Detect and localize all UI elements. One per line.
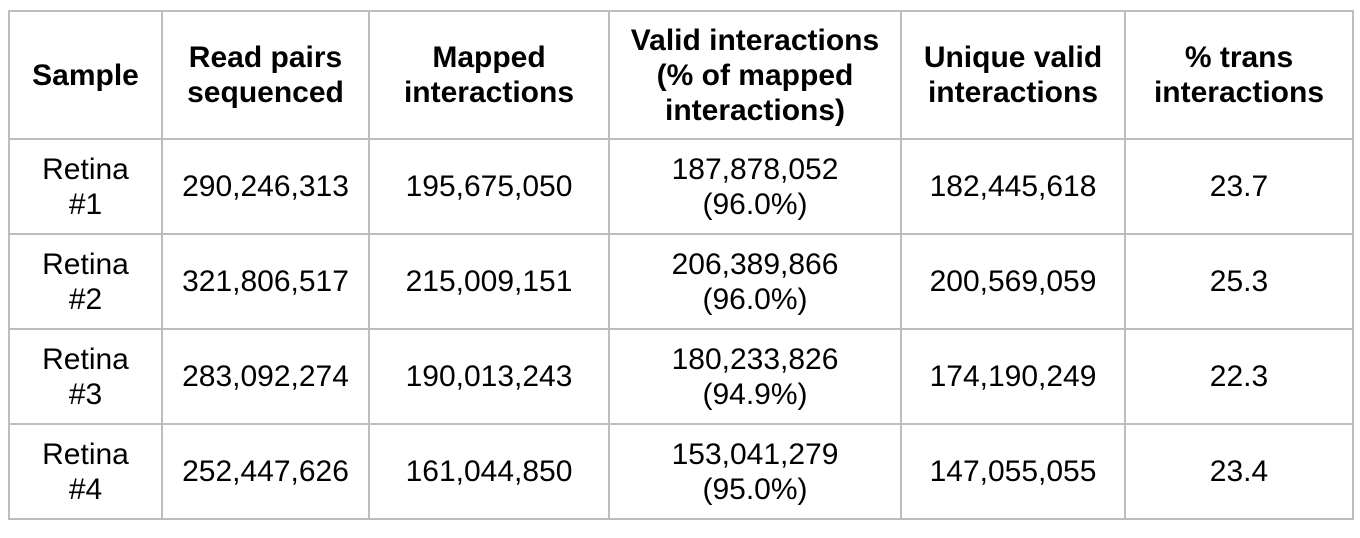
cell-pct-trans-interactions: 23.4: [1124, 423, 1354, 520]
cell-mapped-interactions: 215,009,151: [368, 233, 610, 330]
cell-valid-interactions: 180,233,826 (94.9%): [608, 328, 902, 425]
hic-qc-table: Sample Read pairs sequenced Mapped inter…: [8, 10, 1354, 520]
cell-pct-trans-interactions: 22.3: [1124, 328, 1354, 425]
header-sample: Sample: [8, 10, 163, 140]
cell-pct-trans-interactions: 23.7: [1124, 138, 1354, 235]
cell-read-pairs-sequenced: 321,806,517: [161, 233, 370, 330]
header-pct-trans-interactions: % trans interactions: [1124, 10, 1354, 140]
cell-pct-trans-interactions: 25.3: [1124, 233, 1354, 330]
table-row: Retina #1 290,246,313 195,675,050 187,87…: [8, 138, 1354, 235]
cell-read-pairs-sequenced: 283,092,274: [161, 328, 370, 425]
cell-read-pairs-sequenced: 252,447,626: [161, 423, 370, 520]
sequencing-stats-table: Sample Read pairs sequenced Mapped inter…: [8, 10, 1354, 520]
cell-sample: Retina #4: [8, 423, 163, 520]
table-row: Retina #2 321,806,517 215,009,151 206,38…: [8, 233, 1354, 330]
cell-unique-valid-interactions: 174,190,249: [900, 328, 1126, 425]
header-row: Sample Read pairs sequenced Mapped inter…: [8, 10, 1354, 140]
header-mapped-interactions: Mapped interactions: [368, 10, 610, 140]
header-valid-interactions: Valid interactions (% of mapped interact…: [608, 10, 902, 140]
cell-valid-interactions: 153,041,279 (95.0%): [608, 423, 902, 520]
cell-sample: Retina #3: [8, 328, 163, 425]
cell-valid-interactions: 187,878,052 (96.0%): [608, 138, 902, 235]
cell-unique-valid-interactions: 200,569,059: [900, 233, 1126, 330]
cell-mapped-interactions: 195,675,050: [368, 138, 610, 235]
cell-valid-interactions: 206,389,866 (96.0%): [608, 233, 902, 330]
cell-sample: Retina #2: [8, 233, 163, 330]
cell-unique-valid-interactions: 182,445,618: [900, 138, 1126, 235]
header-unique-valid-interactions: Unique valid interactions: [900, 10, 1126, 140]
cell-mapped-interactions: 190,013,243: [368, 328, 610, 425]
cell-mapped-interactions: 161,044,850: [368, 423, 610, 520]
cell-unique-valid-interactions: 147,055,055: [900, 423, 1126, 520]
header-read-pairs-sequenced: Read pairs sequenced: [161, 10, 370, 140]
cell-read-pairs-sequenced: 290,246,313: [161, 138, 370, 235]
cell-sample: Retina #1: [8, 138, 163, 235]
table-row: Retina #3 283,092,274 190,013,243 180,23…: [8, 328, 1354, 425]
table-row: Retina #4 252,447,626 161,044,850 153,04…: [8, 423, 1354, 520]
